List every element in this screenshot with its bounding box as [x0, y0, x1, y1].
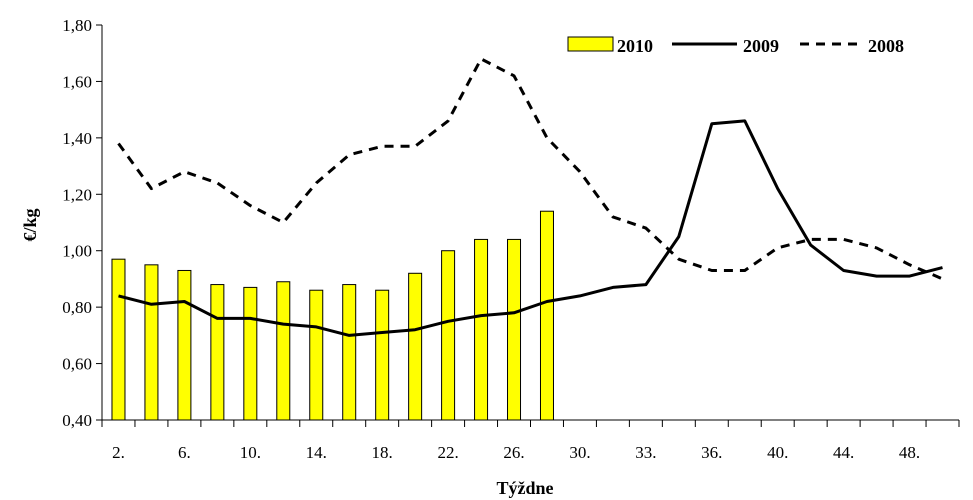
series-lines	[117, 57, 944, 337]
y-axis-ticks: 0,40 0,60 0,80 1,00 1,20 1,40 1,60 1,80	[62, 16, 102, 430]
bar-2010	[375, 289, 390, 421]
y-tick-label: 0,80	[62, 298, 92, 317]
y-tick-label: 1,20	[62, 185, 92, 204]
bar-2010	[177, 269, 192, 421]
x-tick-label: 44.	[833, 443, 854, 462]
x-tick-label: 2.	[112, 443, 125, 462]
line-2009	[118, 119, 943, 337]
legend: 2010 2009 2008	[567, 36, 904, 56]
legend-label-2009: 2009	[743, 36, 779, 56]
x-tick-label: 10.	[240, 443, 261, 462]
x-axis-ticks: 2. 6. 10. 14. 18. 22. 26. 30. 33. 36. 40. 44. 48.	[101, 420, 960, 462]
bar-2010	[210, 284, 225, 421]
x-tick-label: 48.	[899, 443, 920, 462]
y-axis-title: €/kg	[20, 208, 40, 241]
bar-2010	[144, 264, 159, 421]
bar-2010	[309, 289, 324, 421]
x-tick-label: 30.	[569, 443, 590, 462]
bar-2010	[408, 272, 423, 421]
legend-swatch-2010	[567, 36, 614, 52]
y-tick-label: 1,60	[62, 72, 92, 91]
legend-label-2008: 2008	[868, 36, 904, 56]
bar-2010	[243, 286, 258, 421]
x-tick-label: 6.	[178, 443, 191, 462]
bar-2010	[441, 250, 456, 421]
y-tick-label: 0,60	[62, 355, 92, 374]
bar-2010	[474, 238, 489, 421]
axes	[101, 25, 959, 421]
x-tick-label: 18.	[372, 443, 393, 462]
x-tick-label: 26.	[503, 443, 524, 462]
bar-2010	[507, 238, 522, 421]
bar-2010	[342, 284, 357, 421]
y-tick-label: 1,80	[62, 16, 92, 35]
x-tick-label: 33.	[635, 443, 656, 462]
y-tick-label: 1,40	[62, 129, 92, 148]
bar-2010	[276, 281, 291, 421]
x-axis-title: Týždne	[496, 478, 553, 498]
x-tick-label: 14.	[306, 443, 327, 462]
line-2008	[117, 57, 944, 281]
bar-2010	[111, 258, 126, 421]
x-tick-label: 40.	[767, 443, 788, 462]
legend-label-2010: 2010	[617, 36, 653, 56]
x-tick-label: 36.	[701, 443, 722, 462]
x-tick-label: 22.	[437, 443, 458, 462]
bar-2010	[539, 210, 554, 421]
y-tick-label: 1,00	[62, 242, 92, 261]
y-tick-label: 0,40	[62, 411, 92, 430]
